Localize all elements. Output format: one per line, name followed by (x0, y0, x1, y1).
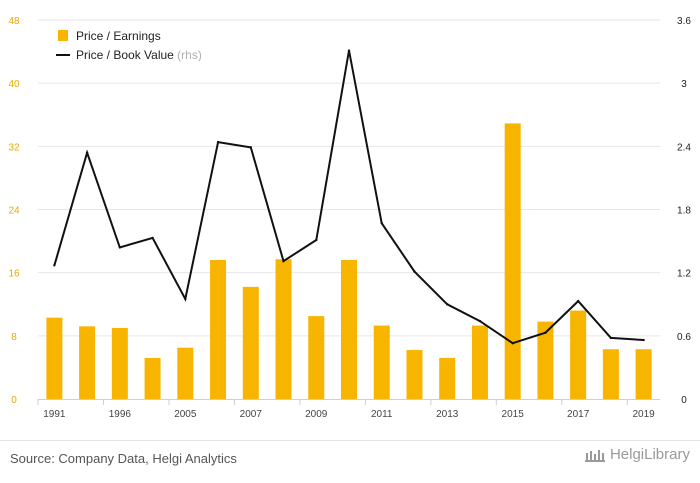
legend-label-price-book: Price / Book Value (rhs) (76, 48, 202, 62)
bar[interactable] (242, 286, 259, 399)
y-right-tick-label: 1.8 (677, 206, 691, 217)
line-point[interactable] (478, 319, 482, 323)
y-left-tick-label: 32 (8, 142, 20, 153)
bar[interactable] (406, 350, 423, 399)
y-right-tick-label: 1.2 (677, 269, 691, 280)
line-point[interactable] (184, 297, 187, 301)
legend-label-price-earnings: Price / Earnings (76, 29, 161, 43)
line-point[interactable] (118, 246, 122, 249)
bar[interactable] (635, 349, 652, 399)
chart: 0 8 16 24 32 40 48 0 0.6 1.2 1.8 2.4 3 3.6 1991 1996 200… (8, 16, 691, 420)
bar[interactable] (439, 357, 456, 399)
bar[interactable] (537, 321, 554, 399)
line-point[interactable] (347, 49, 351, 52)
y-right-tick-label: 3.6 (677, 16, 691, 27)
x-tick-label: 2019 (633, 409, 656, 420)
legend-swatch-bar (58, 30, 68, 41)
x-tick-label: 1991 (43, 409, 66, 420)
line-point[interactable] (216, 140, 220, 144)
bar[interactable] (46, 317, 63, 399)
y-right-tick-label: 2.4 (677, 142, 691, 153)
line-point[interactable] (609, 336, 613, 340)
line-point[interactable] (53, 264, 56, 267)
y-left-tick-label: 40 (8, 79, 20, 90)
y-left-tick-label: 48 (8, 16, 20, 27)
x-tick-label: 2013 (436, 409, 459, 420)
x-tick-label: 2015 (502, 409, 525, 420)
source-note: Source: Company Data, Helgi Analytics (10, 451, 237, 466)
bar[interactable] (275, 259, 292, 399)
x-tick-label: 2007 (240, 409, 263, 420)
footer-divider (0, 440, 700, 441)
bar[interactable] (79, 326, 96, 399)
library-icon (584, 449, 605, 462)
line-point[interactable] (576, 299, 580, 303)
axes: 0 8 16 24 32 40 48 0 0.6 1.2 1.8 2.4 3 3.6 1991 1996 200… (8, 16, 691, 420)
y-left-tick-label: 24 (8, 206, 20, 217)
line-point[interactable] (413, 270, 416, 273)
bar[interactable] (341, 260, 357, 399)
line-point[interactable] (315, 238, 318, 242)
bar[interactable] (177, 347, 194, 399)
line-point[interactable] (544, 331, 547, 334)
x-tick-label: 2005 (174, 409, 197, 420)
line-point[interactable] (249, 146, 252, 149)
bar[interactable] (210, 260, 227, 399)
y-right-tick-label: 3 (681, 79, 687, 90)
brand-name: HelgiLibrary (609, 446, 690, 463)
brand-logo[interactable]: HelgiLibrary (584, 446, 690, 463)
line-series (53, 49, 645, 345)
bar[interactable] (373, 325, 390, 399)
y-left-tick-label: 8 (11, 332, 17, 343)
line-point[interactable] (151, 236, 154, 240)
line-point[interactable] (446, 303, 449, 306)
line-point[interactable] (511, 342, 514, 345)
x-tick-label: 1996 (109, 409, 132, 420)
line-point[interactable] (380, 221, 383, 225)
y-left-tick-label: 0 (11, 395, 17, 406)
line-point[interactable] (282, 259, 285, 263)
x-tick-label: 2011 (371, 409, 393, 420)
bar-series (46, 123, 652, 399)
bar[interactable] (570, 310, 587, 399)
bar[interactable] (308, 316, 325, 399)
y-left-tick-label: 16 (8, 269, 20, 280)
bar[interactable] (111, 327, 128, 399)
line-point[interactable] (85, 151, 89, 154)
legend: Price / Earnings Price / Book Value (rhs) (56, 29, 202, 62)
line-point[interactable] (642, 338, 645, 342)
x-tick-label: 2017 (567, 409, 590, 420)
x-tick-label: 2009 (305, 409, 328, 420)
bar[interactable] (602, 349, 619, 399)
grid (38, 19, 660, 337)
y-right-tick-label: 0.6 (677, 332, 691, 343)
bar[interactable] (471, 325, 488, 399)
bar[interactable] (144, 357, 161, 399)
legend-rhs-note: (rhs) (177, 48, 202, 62)
bar[interactable] (504, 123, 521, 399)
y-right-tick-label: 0 (681, 395, 687, 406)
